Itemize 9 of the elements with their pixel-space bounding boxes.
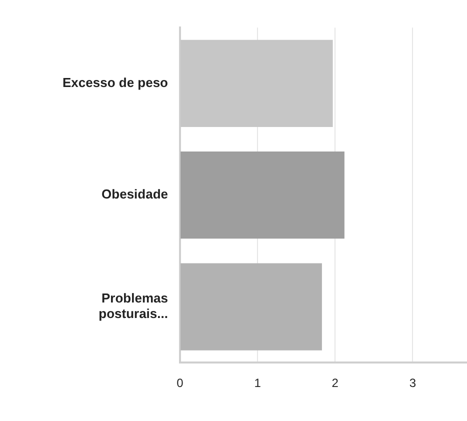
y-tick-label: Problemas posturais... — [98, 290, 168, 322]
x-tick-label: 2 — [332, 376, 339, 390]
bar — [180, 263, 322, 350]
bar — [180, 152, 344, 239]
x-tick-label: 3 — [409, 376, 416, 390]
y-tick-label: Excesso de peso — [62, 75, 168, 90]
y-tick-label: Obesidade — [102, 186, 168, 202]
x-tick-label: 0 — [176, 376, 184, 390]
x-tick-label: 1 — [254, 376, 262, 390]
